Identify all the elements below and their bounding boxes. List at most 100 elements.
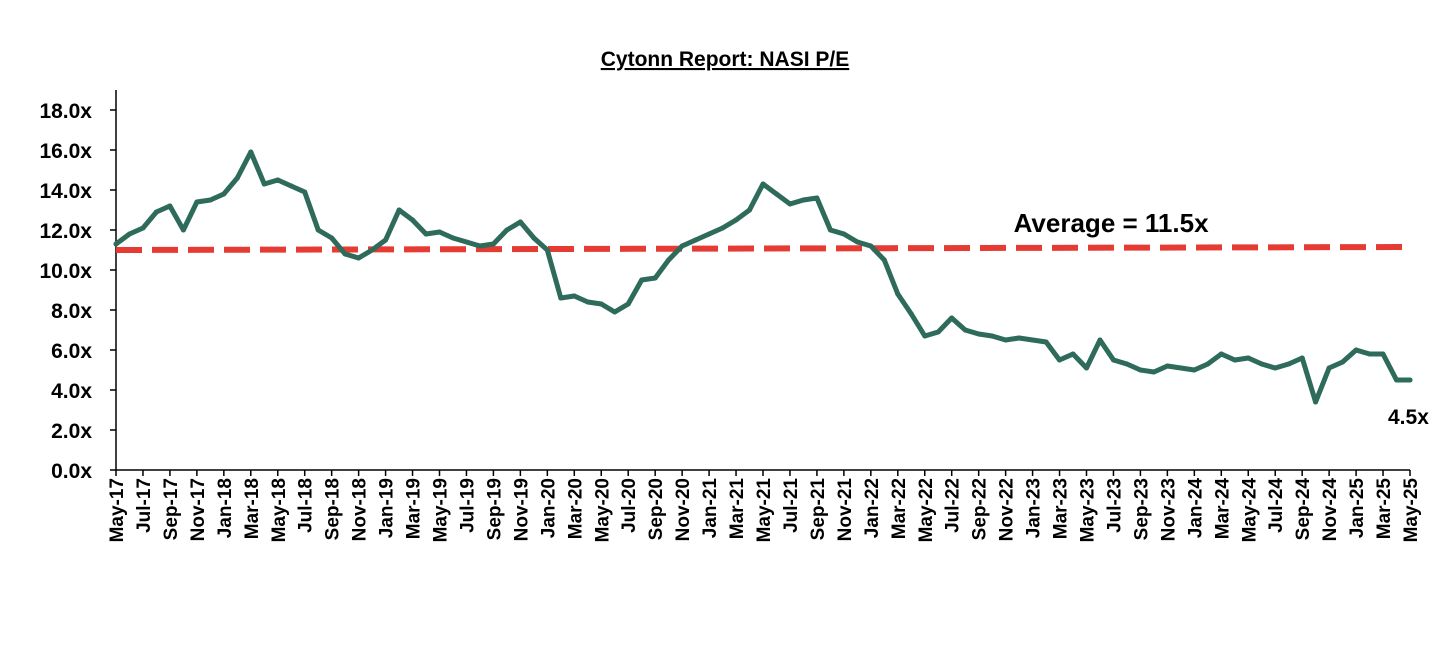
x-tick-label: Jan-19 xyxy=(377,478,398,538)
series-point xyxy=(598,301,604,307)
x-tick-label: Jan-24 xyxy=(1185,478,1206,539)
x-tick-label: Jul-24 xyxy=(1266,478,1287,533)
series-point xyxy=(827,227,833,233)
series-point xyxy=(881,257,887,263)
series-point xyxy=(814,195,820,201)
x-tick-label: Sep-22 xyxy=(970,478,991,540)
series-point xyxy=(437,229,442,235)
series-point xyxy=(113,241,119,247)
series-point xyxy=(194,199,200,205)
series-point xyxy=(787,201,793,207)
x-tick-label: Jan-22 xyxy=(862,478,883,538)
y-tick-label: 4.0x xyxy=(51,380,92,403)
x-tick-label: Jan-20 xyxy=(538,478,559,538)
series-point xyxy=(477,243,483,249)
x-tick-label: May-20 xyxy=(592,478,613,542)
series-point xyxy=(1016,335,1022,341)
nasi-pe-series-line xyxy=(113,149,1413,405)
series-point xyxy=(127,231,132,237)
series-point xyxy=(1057,357,1062,363)
x-tick-label: Mar-20 xyxy=(565,478,586,539)
x-tick-label: May-24 xyxy=(1239,478,1260,543)
series-point xyxy=(423,231,429,237)
series-point xyxy=(652,275,658,281)
series-point xyxy=(1367,351,1373,357)
x-tick-label: Jan-25 xyxy=(1347,478,1368,539)
x-tick-label: Sep-20 xyxy=(646,478,667,540)
x-tick-label: May-22 xyxy=(916,478,937,542)
y-tick-label: 18.0x xyxy=(39,100,92,123)
series-point xyxy=(207,197,213,203)
series-point xyxy=(625,301,631,307)
x-tick-label: Nov-22 xyxy=(997,478,1018,541)
x-tick-label: Sep-24 xyxy=(1293,478,1314,541)
x-tick-label: Jul-19 xyxy=(457,478,478,533)
x-tick-label: May-17 xyxy=(107,478,128,542)
x-tick-label: Sep-21 xyxy=(808,478,829,541)
x-tick-label: Jul-18 xyxy=(296,478,317,533)
x-tick-label: Nov-23 xyxy=(1158,478,1179,541)
series-point xyxy=(1178,365,1184,371)
series-point xyxy=(1232,357,1238,363)
x-tick-label: May-21 xyxy=(754,478,775,543)
series-point xyxy=(1353,347,1359,353)
x-tick-label: Mar-21 xyxy=(727,478,748,540)
series-point xyxy=(720,225,726,231)
series-point xyxy=(180,227,186,233)
series-point xyxy=(1151,369,1157,375)
series-point xyxy=(153,209,159,215)
x-tick-label: May-25 xyxy=(1401,478,1422,543)
series-point xyxy=(1205,361,1211,367)
x-tick-label: Jul-21 xyxy=(781,478,802,533)
series-point xyxy=(315,227,321,233)
x-tick-label: Nov-17 xyxy=(188,478,209,541)
x-tick-label: Nov-24 xyxy=(1320,478,1341,542)
x-axis: May-17 Jul-17 Sep-17 Nov-17 Jan-18 Mar-18 May-… xyxy=(107,469,1422,543)
series-point xyxy=(666,257,672,263)
series-point xyxy=(1070,351,1076,357)
series-point xyxy=(302,189,308,195)
y-tick-label: 10.0x xyxy=(39,260,92,283)
series-point xyxy=(693,237,699,243)
y-tick-label: 16.0x xyxy=(39,140,92,163)
x-tick-label: Mar-22 xyxy=(889,478,910,539)
series-point xyxy=(733,217,739,223)
y-tick-label: 8.0x xyxy=(51,300,92,323)
x-tick-label: Nov-20 xyxy=(673,478,694,541)
series-point xyxy=(1245,355,1251,361)
x-tick-label: May-19 xyxy=(431,478,452,542)
series-point xyxy=(531,235,537,241)
series-point xyxy=(1394,377,1399,383)
series-point xyxy=(976,331,982,337)
series-point xyxy=(706,231,712,237)
series-point xyxy=(464,239,469,245)
series-point xyxy=(585,299,591,305)
series-point xyxy=(1097,337,1103,343)
y-tick-label: 12.0x xyxy=(39,220,92,243)
series-point xyxy=(1299,355,1305,361)
series-point xyxy=(908,311,914,317)
series-point xyxy=(679,243,685,249)
series-point xyxy=(868,243,874,249)
y-axis: 0.0x 2.0x 4.0x 6.0x 8.0x 10.0x 12.0x 14.0x 16.0x… xyxy=(39,90,117,483)
y-tick-label: 6.0x xyxy=(51,340,92,363)
series-point xyxy=(450,235,456,241)
series-point xyxy=(747,207,752,213)
series-point xyxy=(396,207,402,213)
x-tick-label: Nov-21 xyxy=(835,478,856,542)
series-point xyxy=(248,149,254,155)
series-point xyxy=(1380,351,1386,357)
series-point xyxy=(356,255,362,261)
series-point xyxy=(1340,359,1346,365)
x-tick-label: Jan-23 xyxy=(1024,478,1045,538)
series-point xyxy=(1313,399,1319,405)
x-tick-label: Jul-17 xyxy=(134,478,155,533)
series-point xyxy=(639,277,645,283)
x-tick-label: Jan-21 xyxy=(700,478,721,539)
series-point xyxy=(275,177,281,183)
series-point xyxy=(410,217,415,223)
series-point xyxy=(922,333,928,339)
x-tick-label: Mar-24 xyxy=(1212,478,1233,540)
